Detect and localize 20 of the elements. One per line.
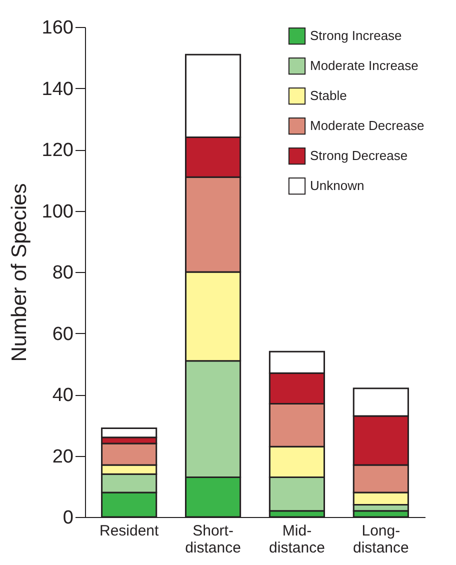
y-tick-label: 20 xyxy=(52,446,74,468)
legend-label: Unknown xyxy=(310,178,364,193)
x-tick-label: Resident xyxy=(99,522,160,540)
y-tick-label: 80 xyxy=(52,262,74,284)
legend-label: Strong Decrease xyxy=(310,148,408,163)
y-tick-label: 40 xyxy=(52,385,74,406)
y-tick-label: 120 xyxy=(42,140,74,161)
y-tick-label: 60 xyxy=(52,324,74,345)
legend-label: Stable xyxy=(310,88,347,103)
y-tick-label: 100 xyxy=(42,201,74,222)
x-tick-label: Short-distance xyxy=(185,522,241,556)
x-tick-label: Mid-distance xyxy=(269,522,325,556)
legend-label: Moderate Increase xyxy=(310,58,418,73)
y-tick-label: 140 xyxy=(42,78,74,100)
x-tick-label: Long-distance xyxy=(352,522,409,556)
y-tick-label: 0 xyxy=(62,508,74,528)
y-tick-label: 160 xyxy=(42,18,74,38)
legend-label: Moderate Decrease xyxy=(310,118,424,133)
y-axis-title: Number of Species xyxy=(8,183,31,362)
legend-label: Strong Increase xyxy=(310,28,402,43)
